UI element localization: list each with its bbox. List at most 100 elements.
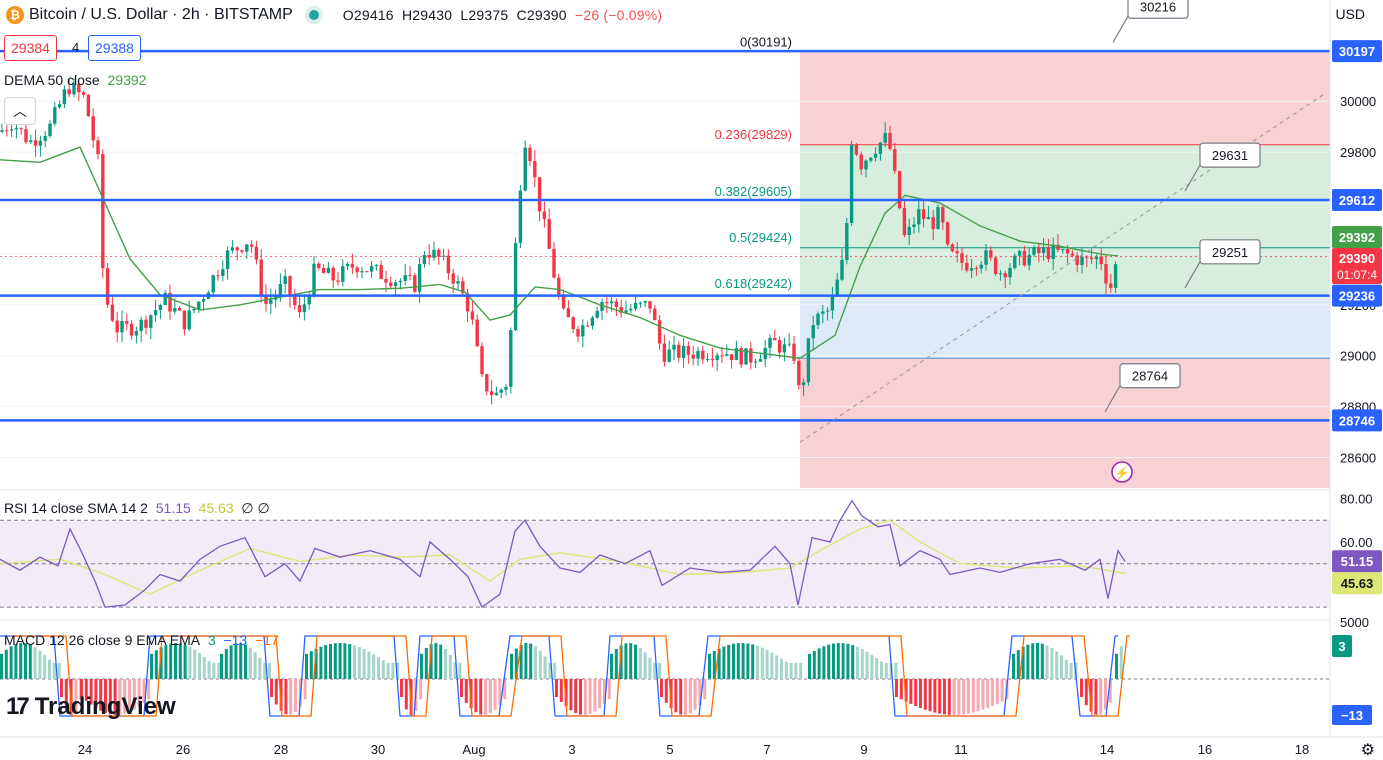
macd-legend[interactable]: MACD 12 26 close 9 EMA EMA 3 −13 −17 bbox=[4, 632, 279, 648]
candle-body bbox=[235, 247, 239, 251]
y-tick-label: 29000 bbox=[1340, 349, 1376, 364]
gear-icon[interactable]: ⚙ bbox=[1360, 742, 1375, 759]
macd-hist-bar bbox=[38, 650, 42, 679]
macd-hist-bar bbox=[33, 647, 37, 679]
macd-hist-bar bbox=[1000, 679, 1004, 702]
dema-legend[interactable]: DEMA 50 close 29392 bbox=[4, 72, 146, 88]
macd-hist-bar bbox=[812, 650, 816, 679]
candle-body bbox=[984, 250, 988, 265]
candle-body bbox=[1037, 247, 1041, 254]
macd-hist-bar bbox=[404, 679, 408, 710]
candle-body bbox=[974, 268, 979, 270]
macd-hist-bar bbox=[765, 649, 769, 679]
candle-body bbox=[499, 389, 503, 393]
macd-hist-bar bbox=[212, 662, 216, 679]
macd-hist-bar bbox=[688, 679, 692, 714]
buy-price-button[interactable]: 29388 bbox=[88, 35, 141, 61]
macd-hist-bar bbox=[0, 653, 3, 679]
candle-body bbox=[921, 209, 926, 220]
candle-body bbox=[547, 218, 551, 249]
candle-body bbox=[523, 147, 527, 191]
close-value: C29390 bbox=[516, 7, 567, 23]
macd-hist-bar bbox=[488, 679, 492, 714]
candle-body bbox=[77, 83, 81, 93]
macd-hist-bar bbox=[971, 679, 975, 713]
market-status-icon[interactable] bbox=[308, 10, 319, 20]
macd-hist-bar bbox=[914, 679, 918, 707]
sell-price-button[interactable]: 29384 bbox=[4, 35, 57, 61]
macd-hist-bar bbox=[424, 647, 428, 679]
candle-body bbox=[43, 135, 47, 141]
rsi-line bbox=[0, 499, 1126, 609]
candle-body bbox=[1017, 250, 1022, 256]
candle-body bbox=[504, 386, 508, 390]
macd-hist-bar bbox=[244, 644, 247, 679]
level-price-tag-bg bbox=[1332, 284, 1382, 307]
macd-hist-bar bbox=[137, 679, 141, 707]
macd-hist-bar bbox=[938, 679, 942, 714]
macd-hist-bar bbox=[314, 648, 318, 679]
fib-zone-low bbox=[800, 294, 1330, 359]
candle-body bbox=[979, 264, 983, 269]
tradingview-logo[interactable]: 17 TradingView bbox=[6, 693, 176, 720]
candle-body bbox=[1099, 256, 1103, 265]
macd-hist-bar bbox=[727, 644, 731, 679]
macd-hist-bar bbox=[118, 679, 122, 715]
candle-body bbox=[605, 302, 609, 304]
macd-hist-bar bbox=[484, 679, 487, 715]
macd-hist-bar bbox=[952, 679, 956, 715]
macd-hist-bar bbox=[741, 643, 745, 679]
macd-hist-bar bbox=[995, 679, 999, 704]
candle-body bbox=[307, 295, 311, 305]
macd-hist-bar bbox=[559, 679, 563, 702]
macd-hist-bar bbox=[976, 679, 980, 712]
macd-hist-bar bbox=[142, 679, 146, 704]
candle-body bbox=[134, 331, 139, 336]
macd-hist-bar bbox=[274, 679, 278, 705]
macd-hist-bar bbox=[519, 644, 523, 679]
candle-body bbox=[720, 355, 724, 357]
candle-body bbox=[1089, 257, 1094, 260]
candle-body bbox=[878, 142, 883, 154]
macd-hist-bar bbox=[4, 649, 8, 679]
candle-body bbox=[734, 348, 739, 361]
macd-hist-bar bbox=[669, 679, 673, 709]
macd-hist-bar bbox=[367, 651, 371, 679]
candle-body bbox=[336, 280, 340, 282]
candle-body bbox=[350, 263, 355, 268]
rsi-sma-line bbox=[0, 519, 1126, 595]
macd-hist-bar bbox=[154, 650, 158, 679]
fib-zone-bottom bbox=[800, 358, 1330, 488]
candle-body bbox=[283, 276, 287, 285]
macd-line-value: −13 bbox=[223, 632, 248, 648]
macd-hist-bar bbox=[614, 648, 618, 679]
rsi-extra: ∅ ∅ bbox=[241, 500, 270, 516]
symbol-title[interactable]: Bitcoin / U.S. Dollar · 2h · BITSTAMP bbox=[29, 6, 293, 23]
low-value: L29375 bbox=[460, 7, 509, 23]
candle-body bbox=[216, 275, 220, 277]
macd-hist-bar bbox=[981, 679, 985, 710]
macd-hist-bar bbox=[712, 651, 716, 679]
macd-hist-bar bbox=[1055, 651, 1059, 679]
x-tick-label: 30 bbox=[371, 742, 385, 757]
macd-hist-bar bbox=[746, 643, 750, 679]
candle-body bbox=[1008, 267, 1012, 278]
macd-hist-bar bbox=[836, 643, 840, 679]
candle-body bbox=[902, 208, 907, 236]
candle-body bbox=[912, 224, 916, 228]
collapse-legend-button[interactable]: ︿ bbox=[4, 97, 36, 125]
candle-body bbox=[509, 330, 513, 387]
candle-body bbox=[681, 345, 686, 358]
macd-hist-bar bbox=[619, 645, 623, 679]
currency-label[interactable]: USD bbox=[1335, 6, 1365, 22]
candle-body bbox=[960, 253, 964, 263]
macd-hist-bar bbox=[381, 660, 385, 679]
candle-body bbox=[614, 301, 619, 308]
candle-body bbox=[129, 323, 134, 336]
candle-body bbox=[369, 266, 374, 272]
candle-body bbox=[158, 304, 163, 311]
candle-body bbox=[897, 171, 902, 209]
rsi-legend[interactable]: RSI 14 close SMA 14 2 51.15 45.63 ∅ ∅ bbox=[4, 500, 270, 517]
macd-hist-bar bbox=[169, 643, 173, 679]
